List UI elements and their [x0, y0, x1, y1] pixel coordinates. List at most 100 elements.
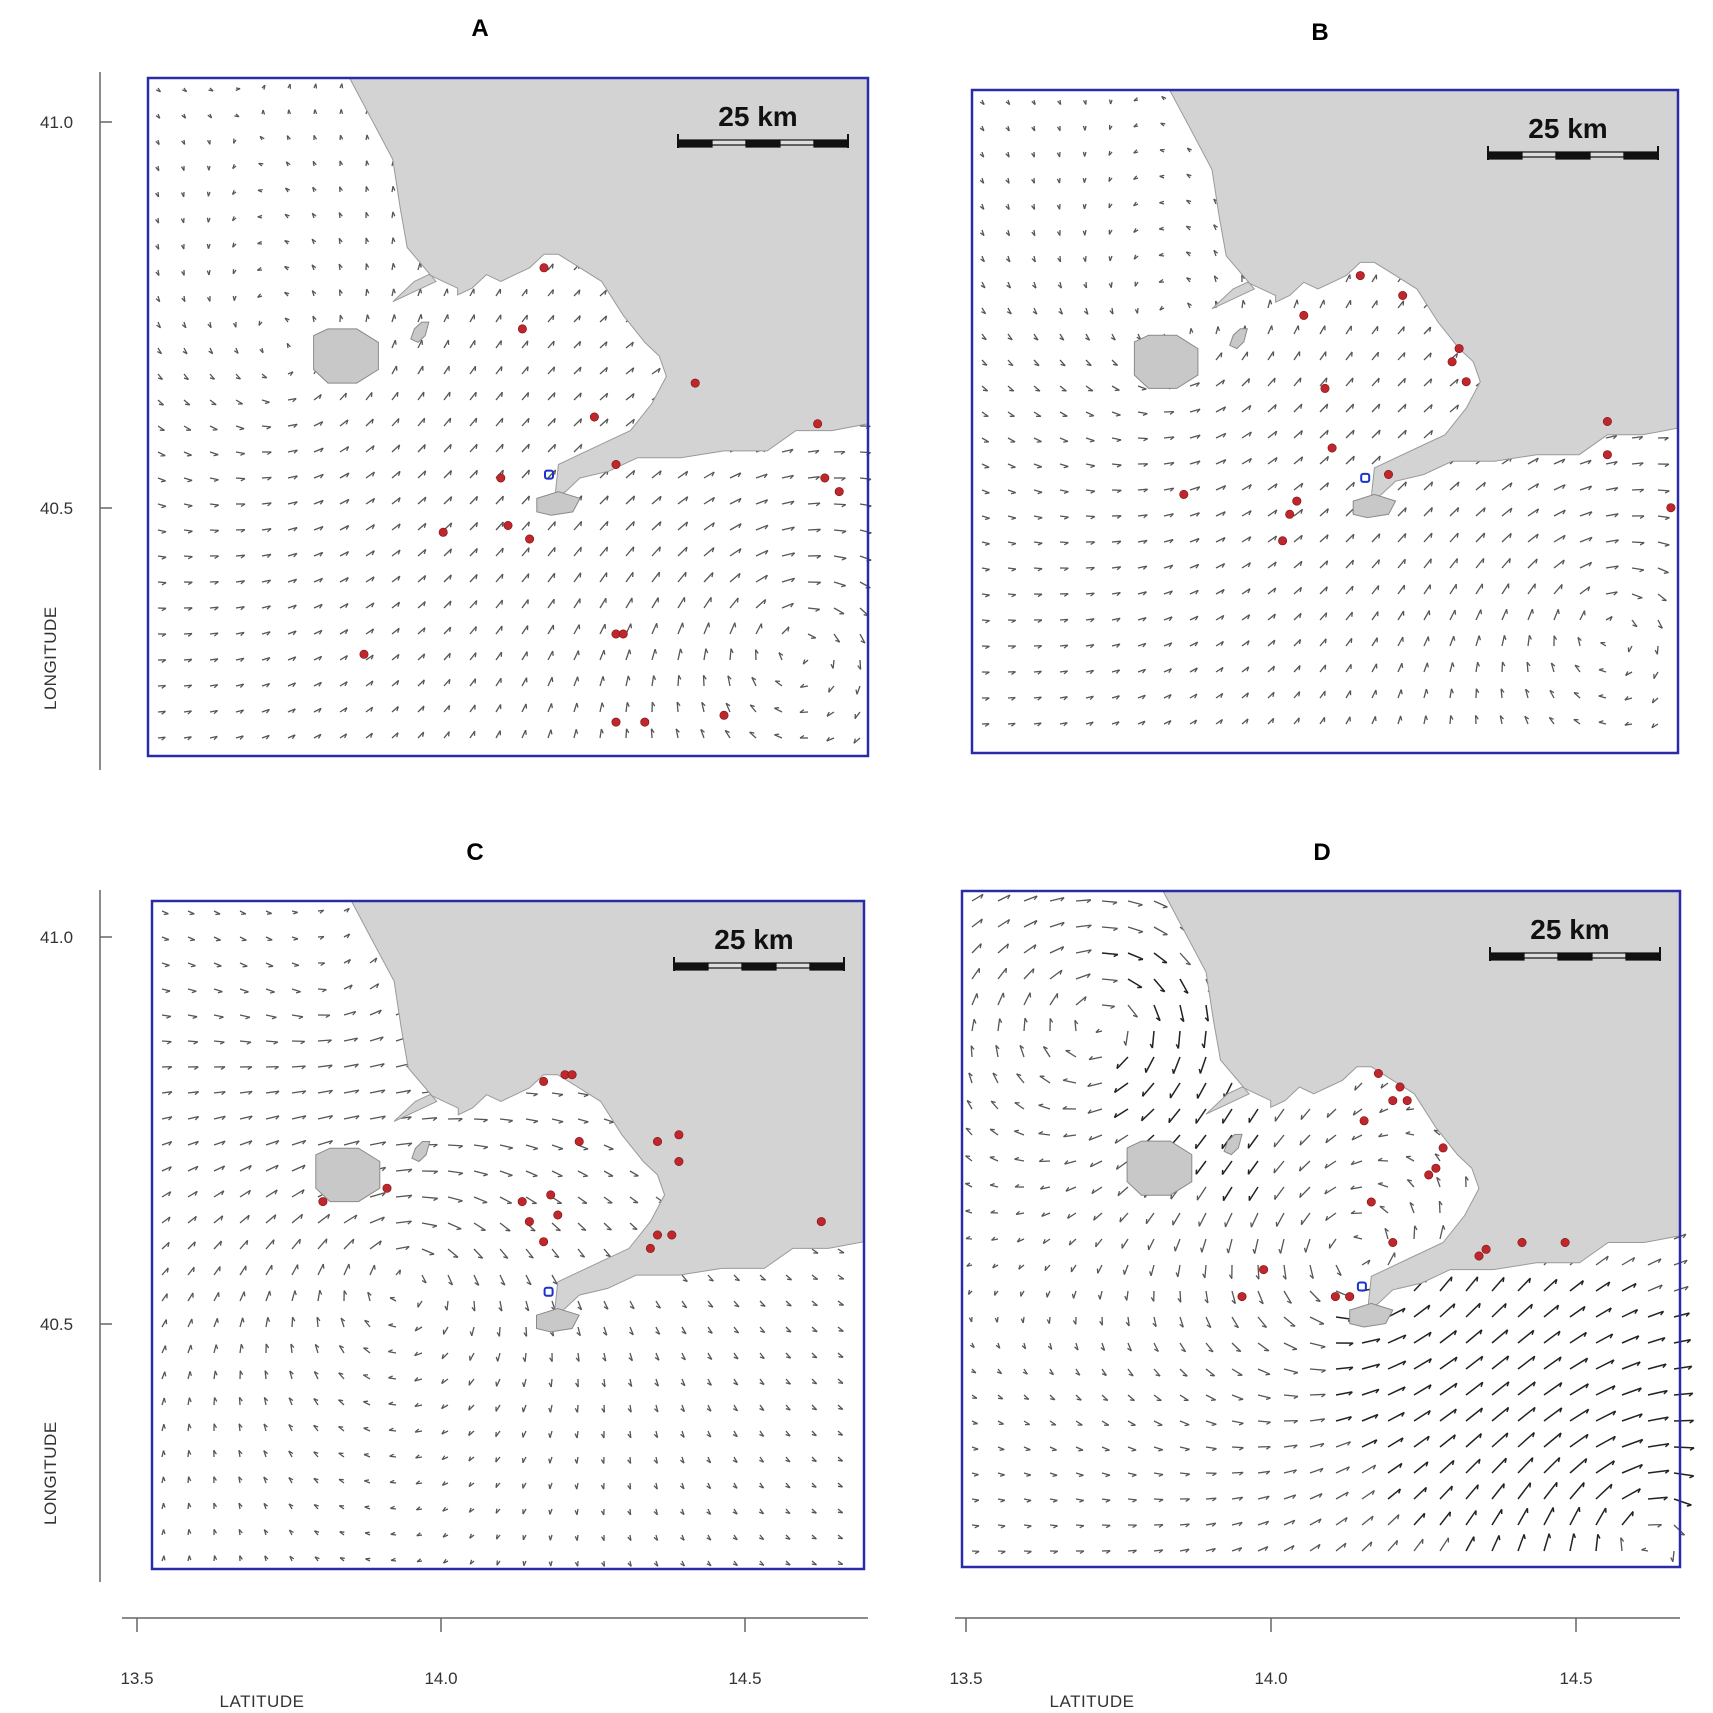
vector-arrow	[1031, 125, 1036, 132]
vector-arrow	[551, 1118, 564, 1124]
vector-arrow	[1023, 895, 1038, 902]
vector-arrow	[706, 1534, 712, 1541]
vector-arrow	[1075, 1498, 1084, 1503]
vector-arrow	[209, 658, 219, 663]
vector-arrow	[1517, 1303, 1533, 1318]
vector-arrow	[1023, 1524, 1032, 1529]
vector-arrow	[1600, 641, 1607, 647]
vector-arrow	[1673, 1446, 1695, 1451]
site-dot	[1454, 344, 1464, 354]
vector-arrow	[1149, 1264, 1155, 1276]
site-dot	[539, 263, 549, 273]
vector-arrow	[187, 1529, 192, 1536]
vector-arrow	[1231, 1394, 1244, 1401]
vector-arrow	[1085, 669, 1095, 675]
vector-arrow	[1064, 1160, 1077, 1165]
vector-arrow	[1673, 1392, 1694, 1397]
vector-arrow	[1049, 1498, 1058, 1503]
vector-arrow	[651, 701, 656, 713]
vector-arrow	[1057, 281, 1063, 289]
vector-arrow	[1111, 385, 1120, 392]
vector-arrow	[1319, 664, 1327, 673]
vector-arrow	[1543, 1533, 1552, 1552]
vector-arrow	[313, 473, 324, 479]
vector-arrow	[521, 573, 530, 583]
vector-arrow	[1108, 150, 1113, 156]
vector-arrow	[265, 936, 273, 942]
vector-arrow	[1039, 1075, 1051, 1084]
vector-arrow	[1326, 1108, 1337, 1118]
vector-arrow	[1439, 1408, 1457, 1422]
vector-arrow	[343, 984, 353, 990]
vector-arrow	[1153, 1394, 1162, 1402]
vector-arrow	[369, 1216, 385, 1224]
vector-arrow	[1553, 458, 1566, 465]
vector-arrow	[1621, 1463, 1644, 1474]
vector-arrow	[990, 1209, 999, 1214]
vector-arrow	[1137, 539, 1148, 544]
vector-arrow	[833, 529, 847, 534]
vector-arrow	[183, 399, 191, 406]
vector-arrow	[183, 736, 192, 741]
vector-arrow	[1413, 1435, 1430, 1448]
vector-arrow	[265, 1189, 278, 1198]
vector-arrow	[1231, 1546, 1243, 1552]
vector-arrow	[1293, 560, 1303, 569]
vector-arrow	[1005, 229, 1011, 237]
vector-arrow	[1449, 507, 1460, 517]
vector-arrow	[161, 1371, 167, 1380]
vector-arrow	[522, 1534, 527, 1541]
vector-arrow	[997, 1498, 1006, 1503]
vector-arrow	[1293, 691, 1301, 699]
vector-arrow	[547, 572, 556, 583]
vector-arrow	[339, 681, 348, 687]
site-dot	[496, 473, 506, 483]
vector-arrow	[1501, 583, 1510, 595]
site-dot	[553, 1210, 563, 1220]
vector-arrow	[369, 1240, 382, 1250]
vector-arrow	[1595, 1483, 1613, 1500]
vector-arrow	[1231, 1420, 1244, 1426]
vector-arrow	[1109, 307, 1114, 315]
vector-arrow	[969, 1342, 975, 1349]
vector-arrow	[1598, 667, 1607, 673]
vector-arrow	[181, 295, 186, 303]
vector-arrow	[548, 1430, 553, 1438]
vector-arrow	[1319, 482, 1330, 491]
vector-arrow	[981, 567, 990, 572]
vector-arrow	[1319, 429, 1329, 439]
vector-arrow	[785, 1482, 791, 1489]
vector-arrow	[1140, 1108, 1155, 1122]
vector-arrow	[1449, 532, 1459, 543]
vector-arrow	[1205, 1394, 1216, 1401]
vector-arrow	[681, 1326, 687, 1335]
vector-arrow	[964, 1182, 973, 1188]
vector-arrow	[343, 933, 351, 939]
vector-arrow	[417, 575, 427, 583]
vector-arrow	[1101, 952, 1119, 958]
vector-arrow	[339, 603, 349, 609]
vector-arrow	[548, 1482, 553, 1490]
vector-arrow	[1319, 586, 1328, 595]
vector-arrow	[447, 1274, 454, 1286]
vector-arrow	[287, 397, 297, 403]
vector-arrow	[259, 347, 264, 354]
vector-arrow	[1085, 643, 1095, 649]
vector-arrow	[1007, 489, 1016, 495]
vector-arrow	[1023, 1420, 1031, 1426]
vector-arrow	[681, 1300, 688, 1309]
vector-arrow	[391, 444, 401, 453]
vector-arrow	[1449, 635, 1456, 647]
vector-arrow	[521, 391, 530, 401]
vector-arrow	[1605, 487, 1619, 492]
vector-arrow	[1423, 636, 1430, 647]
vector-arrow	[469, 1326, 475, 1337]
vector-arrow	[680, 1378, 686, 1387]
vector-arrow	[1005, 177, 1010, 184]
vector-arrow	[1127, 1549, 1137, 1554]
vector-arrow	[1082, 255, 1087, 262]
vector-arrow	[388, 1401, 397, 1406]
vector-arrow	[1300, 1212, 1311, 1226]
vector-arrow	[161, 1529, 166, 1536]
vector-arrow	[1088, 1055, 1103, 1061]
